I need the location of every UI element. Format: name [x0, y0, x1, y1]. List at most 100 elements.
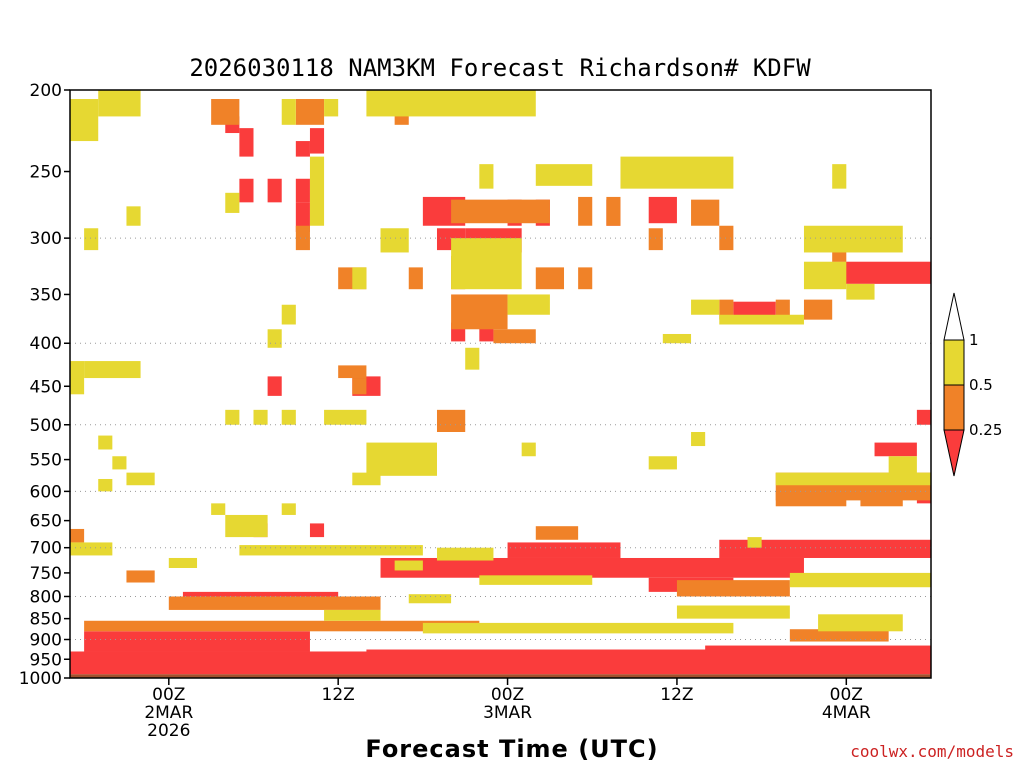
y-tick-label-900: 900 — [30, 631, 62, 651]
ri-cell-128 — [324, 609, 381, 621]
x-tick-label-24-0: 00Z — [491, 685, 524, 705]
legend-label-0: 1 — [969, 331, 979, 349]
legend-swatch-0-25-0-5 — [943, 384, 965, 431]
ri-cell-22 — [239, 128, 254, 157]
ri-cell-73 — [366, 90, 536, 117]
ri-cell-47 — [719, 299, 734, 320]
ri-cell-24 — [239, 178, 254, 203]
ri-cell-30 — [309, 523, 325, 538]
ri-cell-68 — [168, 596, 381, 610]
ri-cell-79 — [832, 164, 847, 189]
ri-cell-57 — [860, 485, 903, 507]
ri-cell-32 — [564, 560, 593, 578]
y-tick-label-800: 800 — [30, 587, 62, 607]
y-tick-label-650: 650 — [30, 512, 62, 532]
ri-cell-85 — [451, 238, 522, 290]
ri-cell-102 — [225, 409, 240, 425]
ri-cell-33 — [70, 651, 931, 675]
legend: 1 0.5 0.25 — [943, 292, 1002, 477]
x-tick-label-36-0: 12Z — [660, 685, 693, 705]
ri-cell-67 — [126, 570, 155, 583]
y-tick-label-400: 400 — [30, 334, 62, 354]
ri-cell-84 — [380, 228, 409, 253]
ri-cell-91 — [691, 299, 720, 315]
ri-cell-117 — [168, 557, 198, 568]
ri-cell-66 — [70, 528, 85, 543]
ri-cell-96 — [84, 361, 141, 379]
ri-cell-80 — [309, 156, 325, 226]
y-tick-label-200: 200 — [30, 81, 62, 101]
ri-cell-106 — [112, 456, 127, 470]
ri-cell-5 — [832, 261, 931, 284]
ri-cell-113 — [281, 503, 296, 515]
y-tick-label-300: 300 — [30, 229, 62, 249]
y-tick-label-600: 600 — [30, 482, 62, 502]
ri-cell-81 — [225, 192, 240, 213]
ri-cell-74 — [281, 99, 296, 125]
ri-cell-17 — [267, 376, 282, 396]
ri-cell-41 — [451, 294, 508, 330]
ri-cell-124 — [789, 572, 931, 588]
ri-cell-101 — [352, 472, 381, 486]
ri-cell-99 — [324, 409, 367, 425]
ri-cell-100 — [366, 442, 437, 476]
ri-cell-118 — [394, 560, 423, 571]
ri-cell-97 — [70, 361, 85, 395]
ri-cell-69 — [84, 620, 480, 632]
ri-cell-52 — [719, 225, 734, 251]
ri-cell-104 — [281, 409, 296, 425]
y-tick-label-1000: 1000 — [19, 669, 62, 689]
ri-cell-78 — [479, 164, 494, 189]
ri-cell-121 — [521, 442, 536, 457]
ri-cell-114 — [211, 503, 226, 515]
ri-cell-126 — [422, 622, 734, 634]
ri-cell-60 — [535, 526, 579, 540]
credit-text: coolwx.com/models — [850, 742, 1014, 761]
ri-cell-46 — [408, 267, 423, 290]
ri-cell-119 — [436, 547, 494, 561]
ri-cell-0 — [719, 539, 931, 558]
ri-cell-93 — [352, 267, 367, 290]
x-tick-label-24-1: 3MAR — [483, 703, 532, 723]
ri-cell-111 — [888, 456, 917, 476]
ri-cell-122 — [691, 431, 706, 447]
ri-cell-42 — [493, 329, 536, 344]
ri-cell-36 — [705, 645, 931, 652]
x-tick-label-48-1: 4MAR — [822, 703, 871, 723]
x-tick-label-48-0: 00Z — [830, 685, 863, 705]
y-tick-label-700: 700 — [30, 539, 62, 559]
ri-cell-62 — [295, 99, 325, 125]
chart-title: 2026030118 NAM3KM Forecast Richardson# K… — [189, 54, 811, 82]
ri-cell-77 — [535, 164, 593, 186]
cells-layer — [70, 90, 931, 678]
ri-cell-109 — [648, 456, 677, 470]
ri-cell-65 — [338, 365, 367, 379]
below-ground-band — [70, 674, 931, 678]
y-tick-label-750: 750 — [30, 564, 62, 584]
ri-cell-90 — [846, 283, 875, 300]
ri-cell-75 — [324, 99, 339, 117]
legend-label-1: 0.5 — [969, 376, 993, 394]
ri-cell-95 — [267, 329, 282, 348]
ri-cell-38 — [691, 199, 720, 226]
ri-cell-27 — [295, 202, 310, 232]
ri-cell-18 — [874, 442, 917, 457]
ri-cell-98 — [465, 347, 480, 370]
ri-cell-35 — [366, 649, 931, 656]
ri-cell-87 — [719, 314, 804, 325]
ri-cell-28 — [295, 141, 310, 157]
ri-cell-105 — [98, 435, 113, 450]
ri-cell-34 — [84, 631, 310, 652]
x-tick-label-12-0: 12Z — [322, 685, 355, 705]
plot-frame — [69, 89, 932, 679]
ri-cell-76 — [620, 156, 734, 189]
ri-cell-72 — [98, 90, 141, 117]
ri-cell-94 — [281, 304, 296, 325]
ri-cell-127 — [676, 605, 790, 619]
legend-swatch-below-0-25 — [943, 429, 965, 477]
ri-cell-123 — [747, 537, 762, 548]
ri-cell-112 — [225, 514, 268, 538]
ri-cell-56 — [775, 491, 847, 507]
